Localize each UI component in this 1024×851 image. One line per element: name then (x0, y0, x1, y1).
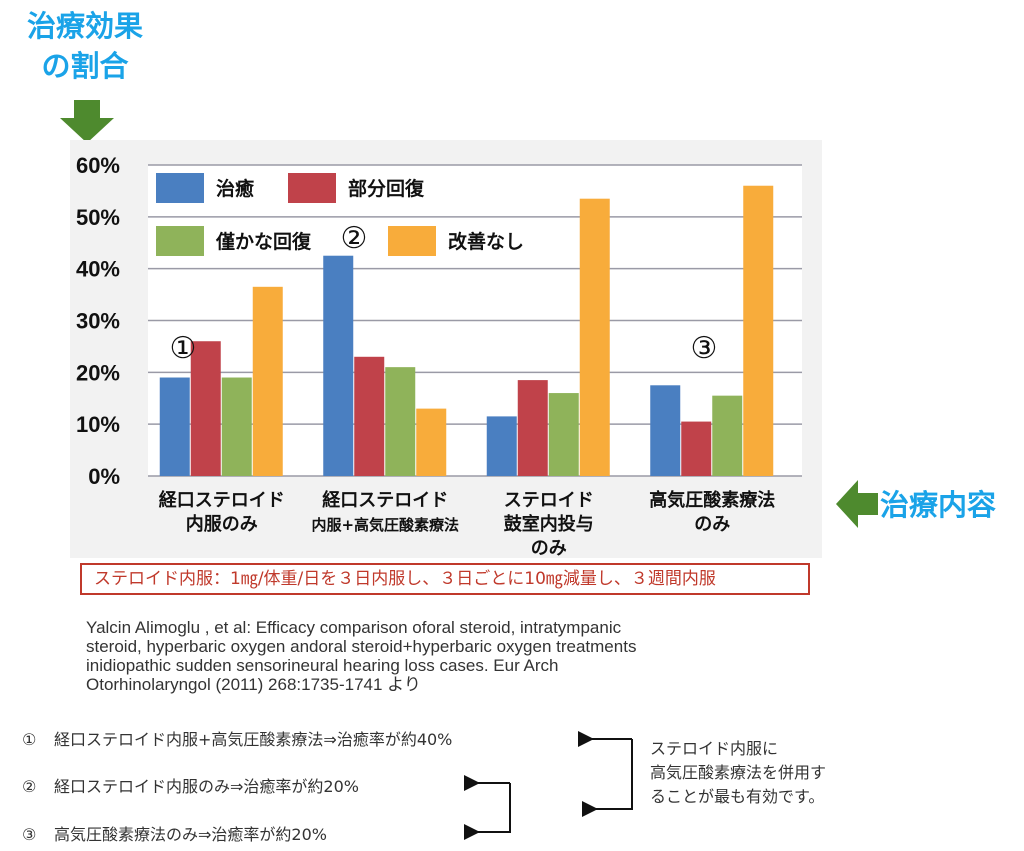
bar-部分回復 (681, 421, 712, 476)
summary-text: 経口ステロイド内服のみ⇒治癒率が約20% (54, 777, 359, 796)
summary-text: 経口ステロイド内服+高気圧酸素療法⇒治癒率が約40% (54, 730, 453, 749)
bar-部分回復 (190, 341, 221, 476)
x-tick-label: 高気圧酸素療法 (649, 489, 775, 511)
summary-number: ① (22, 730, 37, 749)
summary-item-2: ② 経口ステロイド内服のみ⇒治癒率が約20% (22, 773, 359, 797)
bar-chart: 0%10%20%30%40%50%60%経口ステロイド内服のみ経口ステロイド内服… (76, 153, 802, 558)
x-tick-label: 経口ステロイド (322, 489, 448, 511)
summary-number: ② (22, 777, 37, 796)
dosage-note: ステロイド内服：1㎎/体重/日を３日内服し、３日ごとに10㎎減量し、３週間内服 (80, 563, 810, 595)
bracket-left (464, 783, 511, 840)
chart-panel: 0% 10% 20% 30% 40% 50% 60% 経口ステロイド 内服のみ 経口ステロイド 内服… (70, 140, 822, 558)
bar-改善なし (416, 408, 447, 476)
x-tick-label: 内服+高気圧酸素療法 (311, 516, 459, 534)
legend-swatch (156, 173, 204, 203)
left-arrow-icon (836, 480, 878, 528)
y-tick-label: 20% (76, 360, 120, 385)
legend-label: 改善なし (448, 230, 524, 253)
y-tick-label: 40% (76, 257, 120, 282)
legend-swatch (388, 226, 436, 256)
y-tick-label: 10% (76, 412, 120, 437)
x-tick-label: 内服のみ (186, 513, 258, 535)
bracket-right (582, 739, 633, 817)
summary-number: ③ (22, 825, 37, 844)
y-tick-label: 30% (76, 309, 120, 334)
annotation-marker: ② (341, 221, 368, 256)
legend-label: 治癒 (216, 177, 254, 200)
citation-line: Otorhinolaryngol (2011) 268:1735-1741 より (86, 675, 421, 694)
side-note-line: ステロイド内服に (650, 739, 779, 758)
bar-治癒 (159, 377, 190, 476)
bar-治癒 (486, 416, 517, 476)
citation-line: inidiopathic sudden sensorineural hearin… (86, 656, 559, 675)
x-tick-label: のみ (531, 538, 567, 558)
bar-改善なし (579, 198, 610, 477)
x-tick-label: ステロイド (504, 490, 594, 511)
annotation-marker: ③ (691, 331, 718, 366)
y-axis-title-line1: 治療効果 (26, 9, 143, 43)
bar-僅かな回復 (712, 395, 743, 476)
citation-line: Yalcin Alimoglu , et al: Efficacy compar… (86, 618, 622, 637)
bar-僅かな回復 (548, 393, 579, 476)
down-arrow-icon (60, 100, 114, 143)
bar-僅かな回復 (221, 377, 252, 476)
y-axis-title-line2: の割合 (41, 49, 129, 83)
legend-swatch (288, 173, 336, 203)
y-tick-label: 0% (88, 464, 120, 489)
bar-治癒 (650, 385, 681, 476)
annotation-marker: ① (170, 331, 197, 366)
citation-line: steroid, hyperbaric oxygen andoral stero… (86, 637, 637, 656)
summary-item-1: ① 経口ステロイド内服+高気圧酸素療法⇒治癒率が約40% (22, 726, 452, 750)
legend-label: 僅かな回復 (215, 230, 312, 253)
summary-text: 高気圧酸素療法のみ⇒治癒率が約20% (54, 825, 327, 844)
y-tick-label: 60% (76, 153, 120, 178)
legend-swatch (156, 226, 204, 256)
bar-僅かな回復 (385, 367, 416, 476)
citation: Yalcin Alimoglu , et al: Efficacy compar… (86, 618, 846, 694)
y-tick-label: 50% (76, 205, 120, 230)
bar-改善なし (252, 286, 283, 476)
connector-brackets (464, 731, 633, 840)
x-axis-title: 治療内容 (880, 488, 997, 522)
x-tick-label: 鼓室内投与 (504, 513, 594, 535)
summary-item-3: ③ 高気圧酸素療法のみ⇒治癒率が約20% (22, 821, 327, 845)
bar-治癒 (323, 255, 354, 476)
x-tick-label: 経口ステロイド (159, 489, 285, 511)
bar-改善なし (743, 185, 774, 476)
bar-部分回復 (354, 356, 385, 476)
side-note-line: ることが最も有効です。 (650, 787, 825, 806)
bar-部分回復 (517, 380, 548, 476)
x-tick-label: のみ (694, 514, 730, 535)
side-note-line: 高気圧酸素療法を併用す (650, 763, 827, 782)
legend-label: 部分回復 (348, 177, 425, 200)
y-axis-title: 治療効果 の割合 (10, 6, 160, 86)
side-note: ステロイド内服に 高気圧酸素療法を併用す ることが最も有効です。 (650, 737, 826, 809)
